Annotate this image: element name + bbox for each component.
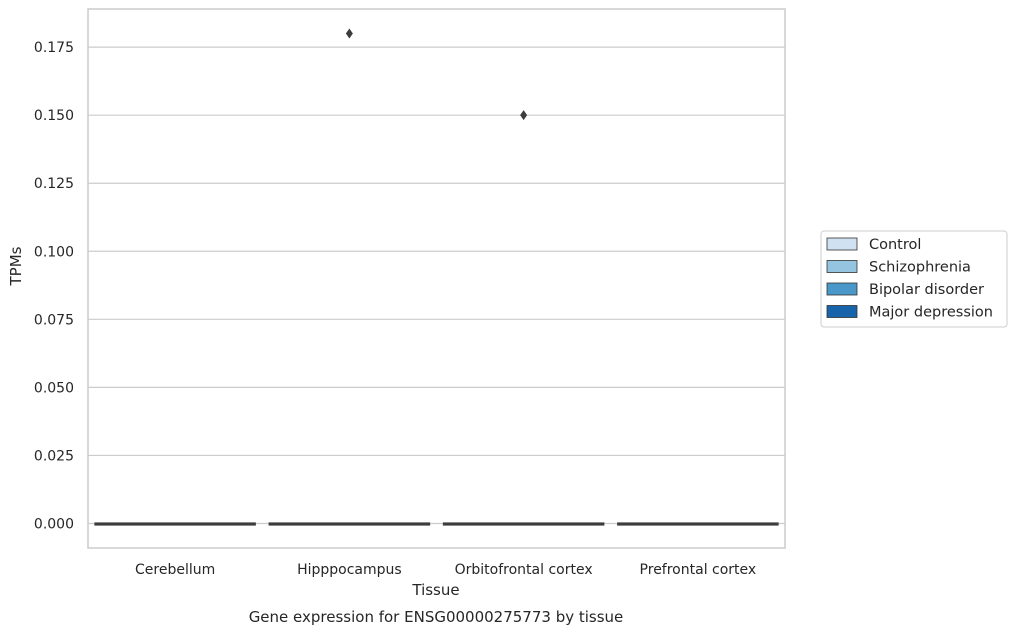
y-tick-label: 0.075	[34, 312, 74, 328]
legend-frame	[820, 230, 1008, 328]
x-axis-label: Tissue	[411, 581, 459, 599]
box-group	[442, 110, 605, 526]
legend-swatch	[826, 237, 858, 251]
legend-label: Schizophrenia	[869, 260, 971, 276]
x-tick-labels: Cerebellum Hipppocampus Orbitofrontal cort…	[135, 562, 756, 578]
box-group	[94, 522, 256, 526]
legend-swatch	[826, 305, 858, 318]
legend-swatch	[826, 260, 858, 273]
legend-swatch	[826, 282, 858, 296]
box-layer	[94, 28, 779, 526]
y-tick-labels: 0.000 0.025 0.050 0.075 0.100 0.125 0.150 0.175	[34, 40, 74, 532]
y-tick-label: 0.025	[34, 448, 74, 464]
legend-label: Bipolar disorder	[869, 282, 984, 298]
y-tick-label: 0.100	[34, 244, 74, 260]
x-tick-label: Prefrontal cortex	[640, 562, 757, 578]
y-tick-label: 0.125	[34, 176, 74, 192]
y-tick-label: 0.050	[34, 380, 74, 396]
legend-label: Control	[869, 237, 921, 253]
y-axis-label: TPMs	[7, 246, 25, 286]
legend: Control Schizophrenia Bipolar disorder Majo…	[820, 230, 1008, 328]
box-group	[268, 28, 431, 526]
y-tick-label: 0.150	[34, 108, 74, 124]
x-tick-label: Cerebellum	[135, 562, 215, 578]
x-tick-label: Orbitofrontal cortex	[455, 562, 593, 578]
outlier-point	[345, 28, 353, 39]
grid-lines	[88, 46, 785, 525]
y-tick-label: 0.175	[34, 40, 74, 56]
plot-area-frame	[87, 8, 786, 549]
outlier-point	[520, 110, 528, 121]
box-group	[617, 522, 779, 526]
x-tick-label: Hipppocampus	[297, 562, 402, 578]
y-tick-label: 0.000	[34, 517, 74, 533]
chart-caption: Gene expression for ENSG00000275773 by t…	[249, 608, 624, 626]
legend-label: Major depression	[869, 305, 993, 321]
